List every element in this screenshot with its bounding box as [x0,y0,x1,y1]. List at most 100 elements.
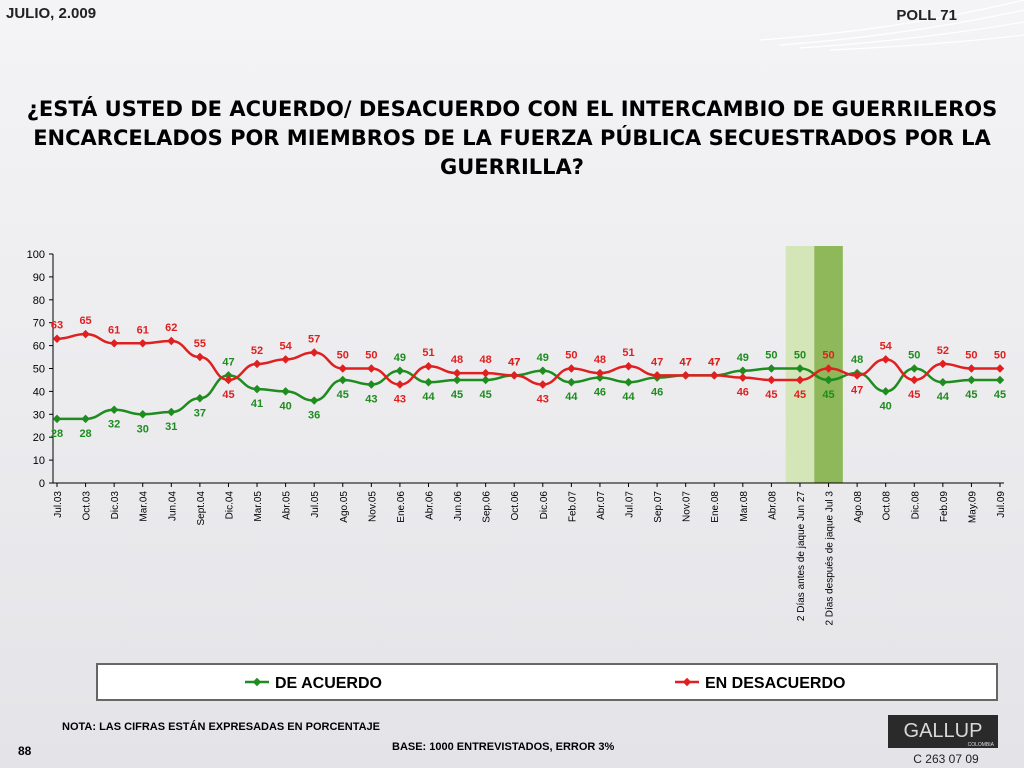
data-label: 61 [137,324,149,336]
data-label: 54 [880,340,893,352]
x-tick-label: Oct.08 [882,491,893,521]
legend-marker [682,677,692,687]
data-label: 47 [508,356,520,368]
data-label: 31 [165,421,177,433]
data-point [52,414,62,424]
logo-box [888,715,998,748]
data-point [995,364,1005,373]
data-point [824,375,833,385]
logo: GALLUP [904,720,983,742]
y-tick-label: 60 [33,341,45,353]
data-label: 44 [937,391,950,403]
data-label: 50 [822,350,834,362]
data-label: 41 [251,398,263,410]
data-point [452,375,462,385]
data-label: 62 [165,322,177,334]
x-tick-label: Ago.08 [853,491,864,523]
data-label: 37 [194,407,206,419]
series-line [57,367,1000,421]
x-tick-label: Nov.07 [682,491,693,522]
data-point [424,361,433,371]
data-label: 47 [222,356,234,368]
data-label: 52 [251,345,263,357]
data-label: 46 [651,387,663,399]
data-point [881,387,890,396]
data-label: 48 [451,354,463,366]
data-point [509,371,519,380]
data-point [167,407,176,417]
data-label: 32 [108,419,120,431]
logo-sub: COLOMBIA [968,742,995,748]
data-point [595,368,605,378]
x-tick-label: Jul.03 [53,491,64,518]
data-label: 45 [794,389,806,401]
data-point [567,377,576,387]
data-point [395,380,405,389]
footer-note: NOTA: LAS CIFRAS ESTÁN EXPRESADAS EN POR… [62,720,380,733]
x-tick-label: Feb.07 [567,491,578,523]
data-point [309,348,319,357]
data-label: 50 [337,350,349,362]
data-label: 45 [908,389,920,401]
data-point [538,380,548,389]
data-label: 47 [851,384,863,396]
data-label: 28 [51,428,63,440]
page-number: 88 [18,744,32,758]
y-tick-label: 70 [33,318,45,330]
data-label: 57 [308,333,320,345]
data-point [109,405,119,414]
data-label: 50 [565,350,577,362]
data-label: 45 [480,389,492,401]
data-label: 47 [508,356,520,368]
data-label: 44 [565,391,578,403]
data-point [910,364,919,373]
data-label: 55 [194,338,206,350]
x-tick-label: Sept.04 [196,491,207,526]
data-point [224,371,233,380]
data-label: 50 [908,350,920,362]
data-label: 51 [422,347,434,359]
data-point [709,371,719,380]
data-point [81,414,90,424]
data-point [309,396,319,405]
data-label: 45 [822,389,834,401]
data-label: 47 [680,356,692,368]
data-point [252,384,262,394]
x-tick-label: Oct.06 [510,491,521,521]
data-label: 28 [79,428,91,440]
data-point [767,375,776,385]
data-point [452,368,462,378]
x-tick-label: Ene.08 [710,491,721,523]
data-point [138,410,147,419]
x-tick-label: Jul.07 [625,491,636,518]
data-point [881,355,890,364]
chart-title: ¿ESTÁ USTED DE ACUERDO/ DESACUERDO CON E… [26,97,998,179]
data-label: 46 [737,387,749,399]
data-label: 44 [422,391,435,403]
data-point [767,364,776,373]
data-label: 49 [537,352,549,364]
y-tick-label: 0 [39,478,45,490]
data-label: 47 [708,356,720,368]
data-label: 54 [279,340,292,352]
data-label: 50 [794,350,806,362]
data-point [967,364,976,373]
x-tick-label: Oct.03 [82,491,93,521]
x-tick-label: Mar.04 [139,491,150,522]
data-label: 50 [365,350,377,362]
data-point [224,375,233,385]
data-label: 61 [108,324,120,336]
data-label: 43 [394,394,406,406]
y-tick-label: 10 [33,455,45,467]
data-point [138,339,147,348]
x-tick-label: Mar.05 [253,491,264,522]
data-label: 52 [937,345,949,357]
data-point [367,380,376,389]
data-point [595,373,605,382]
header-poll: POLL 71 [896,7,957,24]
x-tick-label: May.09 [967,491,978,523]
y-tick-label: 20 [33,432,45,444]
data-label: 49 [737,352,749,364]
data-point [567,364,576,373]
series-line [56,332,1000,386]
